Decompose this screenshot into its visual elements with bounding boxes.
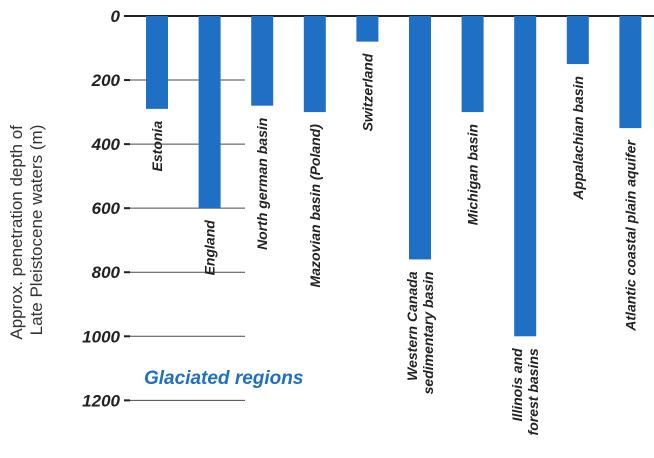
category-label: Mazovian basin (Poland)	[307, 124, 323, 288]
y-tick-label: 0	[111, 7, 121, 26]
category-label-line: Atlantic coastal plain aquifer	[622, 139, 638, 332]
bar	[461, 16, 484, 113]
bar	[356, 16, 379, 42]
category-label: Appalachian basin	[570, 76, 586, 201]
bar	[566, 16, 589, 65]
y-tick-label: 200	[91, 71, 121, 90]
bar	[146, 16, 168, 109]
category-label-line: Michigan basin	[465, 124, 481, 225]
category-label: Estonia	[149, 121, 165, 172]
y-axis-label: Approx. penetration depth of Late Pleist…	[7, 120, 46, 339]
category-label: Atlantic coastal plain aquifer	[622, 139, 638, 332]
category-label: Illinois andforest basins	[509, 348, 541, 436]
category-label: North german basin	[254, 118, 270, 250]
category-label: Michigan basin	[465, 124, 481, 225]
category-label-line: forest basins	[525, 348, 541, 435]
glaciated-regions-annotation: Glaciated regions	[144, 368, 303, 389]
bar	[619, 16, 642, 129]
category-label-line: sedimentary basin	[420, 271, 436, 394]
y-tick-label: 400	[91, 135, 121, 154]
category-labels: Estonia England North german basin Mazovian…	[149, 53, 638, 435]
y-tick-labels: 0 200 400 600 800 1000 1200	[82, 7, 120, 410]
category-label-line: Appalachian basin	[570, 76, 586, 201]
category-label: England	[202, 220, 218, 276]
category-label-line: Switzerland	[359, 53, 375, 131]
category-label-line: England	[202, 220, 218, 276]
y-tick-label: 800	[92, 263, 121, 282]
y-tick-label: 1000	[82, 327, 120, 346]
category-label-line: Western Canada	[404, 271, 420, 381]
y-tick-label: 600	[92, 199, 121, 218]
bar	[251, 16, 274, 106]
category-label-line: Illinois and	[509, 348, 525, 422]
y-axis-label-line-2: Late Pleistocene waters (m)	[27, 125, 46, 336]
category-label-line: North german basin	[254, 118, 270, 250]
bar	[409, 16, 431, 260]
bar	[514, 16, 537, 337]
bars	[146, 16, 642, 337]
y-tick-label: 1200	[82, 391, 120, 410]
bar	[303, 16, 326, 113]
y-axis-label-line-1: Approx. penetration depth of	[7, 125, 26, 340]
category-label-line: Mazovian basin (Poland)	[307, 124, 323, 288]
category-label: Western Canadasedimentary basin	[404, 271, 436, 394]
category-label-line: Estonia	[149, 121, 165, 172]
bar	[198, 16, 221, 209]
category-label: Switzerland	[359, 53, 375, 131]
